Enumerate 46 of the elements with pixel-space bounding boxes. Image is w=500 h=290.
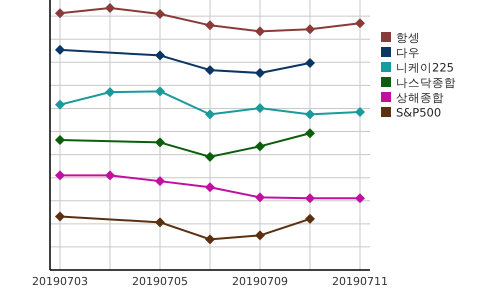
x-tick-label: 20190709 bbox=[232, 275, 288, 288]
point bbox=[55, 170, 65, 180]
point bbox=[205, 109, 215, 120]
point bbox=[155, 176, 165, 186]
point bbox=[155, 9, 165, 20]
point bbox=[305, 109, 315, 120]
point bbox=[305, 128, 315, 138]
legend-label: S&P500 bbox=[396, 106, 442, 120]
point bbox=[55, 212, 65, 222]
point bbox=[355, 107, 365, 118]
point bbox=[55, 8, 65, 18]
legend-label: 항셍 bbox=[396, 30, 420, 44]
point bbox=[55, 100, 65, 110]
point bbox=[155, 217, 165, 228]
point bbox=[205, 182, 215, 192]
point bbox=[255, 230, 265, 240]
point bbox=[305, 193, 315, 204]
point bbox=[355, 193, 365, 204]
point bbox=[255, 141, 265, 152]
point bbox=[105, 87, 115, 98]
point bbox=[355, 18, 365, 28]
point bbox=[255, 192, 265, 202]
legend-label: 나스닥종합 bbox=[396, 76, 456, 90]
point bbox=[55, 44, 65, 55]
point bbox=[255, 26, 265, 36]
point bbox=[105, 170, 115, 180]
legend-label: 다우 bbox=[396, 46, 420, 60]
x-tick-label: 20190711 bbox=[332, 275, 388, 288]
legend-label: 니케이225 bbox=[396, 60, 454, 74]
point bbox=[305, 214, 315, 224]
point bbox=[205, 234, 215, 244]
x-tick-label: 20190703 bbox=[32, 275, 88, 288]
point bbox=[255, 68, 265, 78]
point bbox=[255, 103, 265, 114]
point bbox=[205, 152, 215, 162]
point bbox=[155, 86, 165, 96]
point bbox=[205, 20, 215, 30]
point bbox=[55, 135, 65, 146]
point bbox=[305, 24, 315, 34]
legend-label: 상해종합 bbox=[396, 90, 444, 104]
point bbox=[155, 50, 165, 60]
point bbox=[155, 137, 165, 148]
point bbox=[305, 58, 315, 68]
x-tick-label: 20190705 bbox=[132, 275, 188, 288]
point bbox=[105, 3, 115, 13]
point bbox=[205, 65, 215, 76]
